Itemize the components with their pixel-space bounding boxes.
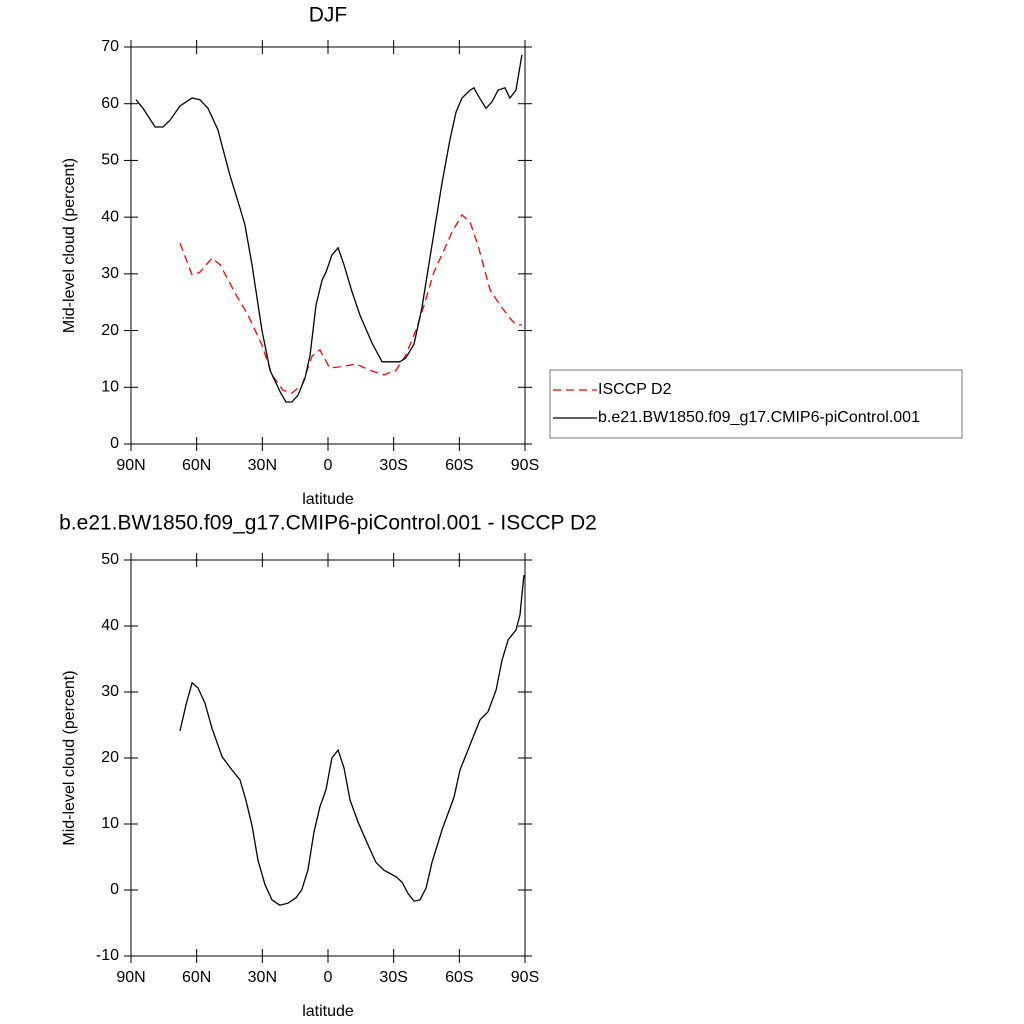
x-tick-label: 60S — [445, 969, 473, 986]
y-tick-label: 40 — [101, 208, 119, 225]
chart-title: DJF — [309, 4, 348, 27]
x-tick-label: 90S — [511, 457, 539, 474]
data-line — [179, 213, 522, 394]
y-tick-label: 40 — [101, 617, 119, 634]
legend-box — [549, 369, 963, 439]
y-tick-label: 10 — [101, 815, 119, 832]
y-tick-label: 0 — [110, 435, 119, 452]
y-tick-label: 30 — [101, 683, 119, 700]
x-tick-label: 90S — [511, 969, 539, 986]
y-tick-label: 50 — [101, 152, 119, 169]
x-axis-label: latitude — [302, 491, 354, 508]
data-line — [179, 575, 525, 906]
x-tick-label: 30N — [248, 969, 277, 986]
y-tick-label: 20 — [101, 749, 119, 766]
x-tick-label: 60S — [445, 457, 473, 474]
legend-label: ISCCP D2 — [598, 381, 672, 398]
y-tick-label: 0 — [110, 881, 119, 898]
y-tick-label: 50 — [101, 551, 119, 568]
x-tick-label: 90N — [116, 457, 145, 474]
x-axis-label: latitude — [302, 1003, 354, 1020]
y-tick-label: 10 — [101, 379, 119, 396]
x-tick-label: 30N — [248, 457, 277, 474]
plot-frame — [130, 46, 526, 445]
x-tick-label: 0 — [324, 969, 333, 986]
y-tick-label: 30 — [101, 265, 119, 282]
y-tick-label: 20 — [101, 322, 119, 339]
data-line — [135, 54, 523, 403]
plot-frame — [130, 559, 526, 957]
y-tick-label: 70 — [101, 38, 119, 55]
x-tick-label: 0 — [324, 457, 333, 474]
legend-label: b.e21.BW1850.f09_g17.CMIP6-piControl.001 — [598, 409, 920, 426]
chart-title: b.e21.BW1850.f09_g17.CMIP6-piControl.001… — [59, 512, 597, 535]
x-tick-label: 60N — [182, 969, 211, 986]
x-tick-label: 60N — [182, 457, 211, 474]
x-tick-label: 90N — [116, 969, 145, 986]
y-tick-label: -10 — [96, 947, 119, 964]
y-axis-label: Mid-level cloud (percent) — [61, 158, 78, 333]
y-tick-label: 60 — [101, 95, 119, 112]
x-tick-label: 30S — [379, 457, 407, 474]
x-tick-label: 30S — [379, 969, 407, 986]
y-axis-label: Mid-level cloud (percent) — [61, 670, 78, 845]
